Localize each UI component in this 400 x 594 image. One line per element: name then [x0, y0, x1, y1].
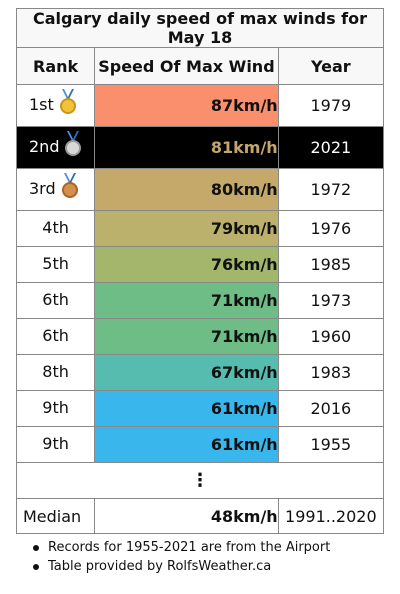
speed-cell: 61km/h — [94, 426, 279, 463]
speed-cell: 80km/h — [94, 168, 279, 211]
rank-label: 5th — [42, 254, 69, 273]
rank-cell: 4th — [15, 210, 96, 247]
year-cell: 1976 — [277, 210, 385, 247]
note-item: Table provided by RolfsWeather.ca — [22, 557, 330, 576]
speed-cell: 71km/h — [94, 282, 279, 319]
table-row: 4th 79km/h 1976 — [15, 210, 385, 247]
rank-cell: 8th — [15, 354, 96, 391]
table-row: 1st 87km/h 1979 — [15, 84, 385, 127]
speed-cell: 87km/h — [94, 84, 279, 127]
rank-cell: 2nd — [15, 126, 96, 169]
speed-header: Speed Of Max Wind — [94, 47, 279, 85]
speed-cell: 71km/h — [94, 318, 279, 355]
year-cell: 1972 — [277, 168, 385, 211]
table-row: 9th 61km/h 1955 — [15, 426, 385, 463]
ellipsis-row: ⋮ — [16, 462, 384, 499]
note-item: Records for 1955-2021 are from the Airpo… — [22, 538, 330, 557]
rank-label: 8th — [42, 362, 69, 381]
rank-label: 1st — [29, 95, 54, 114]
notes-list: Records for 1955-2021 are from the Airpo… — [22, 538, 330, 576]
rank-cell: 9th — [15, 390, 96, 427]
rank-label: 2nd — [29, 137, 60, 156]
speed-cell: 67km/h — [94, 354, 279, 391]
table-row: 6th 71km/h 1973 — [15, 282, 385, 319]
table-row: 3rd 80km/h 1972 — [15, 168, 385, 211]
rank-label: 3rd — [29, 179, 56, 198]
bronze-medal-icon — [61, 173, 78, 198]
table-title: Calgary daily speed of max winds for May… — [16, 8, 384, 48]
table-row: 9th 61km/h 2016 — [15, 390, 385, 427]
rank-cell: 6th — [15, 318, 96, 355]
table-row: 5th 76km/h 1985 — [15, 246, 385, 283]
gold-medal-icon — [59, 89, 76, 114]
speed-cell: 76km/h — [94, 246, 279, 283]
rank-label: 4th — [42, 218, 69, 237]
rank-cell: 1st — [15, 84, 96, 127]
rank-label: 6th — [42, 326, 69, 345]
ellipsis: ⋮ — [16, 462, 384, 499]
rank-cell: 5th — [15, 246, 96, 283]
year-cell: 1955 — [277, 426, 385, 463]
median-row: Median 48km/h 1991..2020 — [15, 498, 385, 534]
year-cell: 2016 — [277, 390, 385, 427]
records-table: Calgary daily speed of max winds for May… — [15, 8, 385, 534]
median-speed: 48km/h — [94, 498, 279, 534]
median-label: Median — [15, 498, 96, 534]
header-row: Rank Speed Of Max Wind Year — [15, 47, 385, 85]
rank-cell: 6th — [15, 282, 96, 319]
table-row: 2nd 81km/h 2021 — [15, 126, 385, 169]
table-row: 8th 67km/h 1983 — [15, 354, 385, 391]
year-cell: 1979 — [277, 84, 385, 127]
speed-cell: 61km/h — [94, 390, 279, 427]
speed-cell: 81km/h — [94, 126, 279, 169]
year-header: Year — [277, 47, 385, 85]
year-cell: 1973 — [277, 282, 385, 319]
speed-cell: 79km/h — [94, 210, 279, 247]
rank-label: 9th — [42, 434, 69, 453]
rank-label: 6th — [42, 290, 69, 309]
median-years: 1991..2020 — [277, 498, 385, 534]
year-cell: 1985 — [277, 246, 385, 283]
year-cell: 2021 — [277, 126, 385, 169]
table-row: 6th 71km/h 1960 — [15, 318, 385, 355]
rank-label: 9th — [42, 398, 69, 417]
silver-medal-icon — [65, 131, 82, 156]
rank-cell: 3rd — [15, 168, 96, 211]
rank-header: Rank — [15, 47, 96, 85]
year-cell: 1983 — [277, 354, 385, 391]
year-cell: 1960 — [277, 318, 385, 355]
rank-cell: 9th — [15, 426, 96, 463]
